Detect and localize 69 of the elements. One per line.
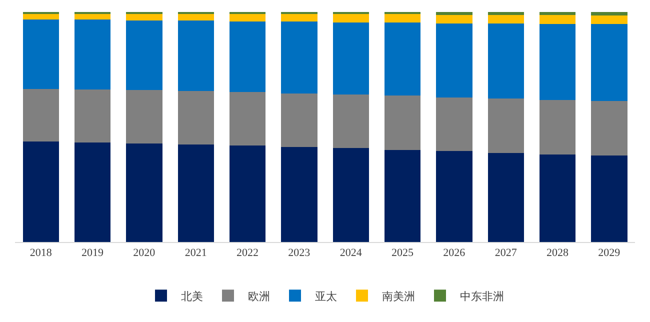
legend-label: 北美 xyxy=(181,290,203,303)
bar xyxy=(384,22,421,96)
bar xyxy=(436,150,472,242)
bar xyxy=(22,19,59,89)
bar xyxy=(281,147,318,242)
bar xyxy=(436,14,472,24)
bar xyxy=(281,94,318,148)
bar xyxy=(332,22,369,95)
x-tick-label: 2025 xyxy=(392,247,414,260)
bar xyxy=(591,12,628,16)
bar xyxy=(229,92,266,146)
bar xyxy=(539,24,576,100)
bar xyxy=(178,20,214,91)
bar xyxy=(229,14,266,22)
bar xyxy=(488,98,524,153)
bar xyxy=(126,90,162,144)
legend-label: 中东非洲 xyxy=(460,290,504,303)
bar xyxy=(539,12,576,15)
x-tick-label: 2027 xyxy=(494,247,518,260)
legend-label: 南美洲 xyxy=(382,290,415,303)
bar xyxy=(436,23,472,98)
bar xyxy=(229,145,266,242)
bar xyxy=(178,90,214,144)
bar xyxy=(436,12,472,15)
bar xyxy=(591,101,628,156)
x-tick-label: 2018 xyxy=(30,247,52,260)
bar xyxy=(488,23,524,98)
bar xyxy=(488,12,524,15)
bar xyxy=(488,14,524,24)
bar xyxy=(74,142,111,242)
bar xyxy=(22,88,59,142)
bar xyxy=(178,14,214,21)
bar xyxy=(281,21,318,94)
bar xyxy=(384,150,421,242)
bar xyxy=(488,152,524,242)
legend-label: 欧洲 xyxy=(248,290,270,303)
bar xyxy=(126,20,162,90)
bar xyxy=(229,21,266,92)
bar xyxy=(74,19,111,90)
x-tick-label: 2023 xyxy=(288,247,311,260)
bar xyxy=(539,154,576,242)
bar xyxy=(126,14,162,21)
bar xyxy=(436,97,472,151)
bar xyxy=(332,94,369,148)
bar xyxy=(74,14,111,20)
x-tick-label: 2019 xyxy=(82,247,104,260)
bar xyxy=(384,14,421,22)
legend-label: 亚太 xyxy=(315,290,337,303)
bar xyxy=(384,95,421,150)
bar xyxy=(591,24,628,102)
bar xyxy=(126,143,162,242)
bar xyxy=(332,14,369,22)
x-tick-label: 2028 xyxy=(546,247,569,260)
bar xyxy=(591,156,628,242)
bar xyxy=(591,16,628,24)
bar xyxy=(539,14,576,24)
bar xyxy=(539,100,576,155)
bar xyxy=(22,141,59,242)
x-tick-label: 2024 xyxy=(340,247,362,260)
bar xyxy=(281,14,318,22)
bar xyxy=(332,148,369,242)
x-tick-label: 2020 xyxy=(133,247,156,260)
x-tick-label: 2029 xyxy=(598,247,621,260)
x-tick-label: 2021 xyxy=(184,247,207,260)
bar xyxy=(74,90,111,142)
x-tick-label: 2026 xyxy=(443,247,466,260)
bar xyxy=(178,144,214,242)
x-tick-label: 2022 xyxy=(236,247,258,260)
bar xyxy=(22,14,59,20)
